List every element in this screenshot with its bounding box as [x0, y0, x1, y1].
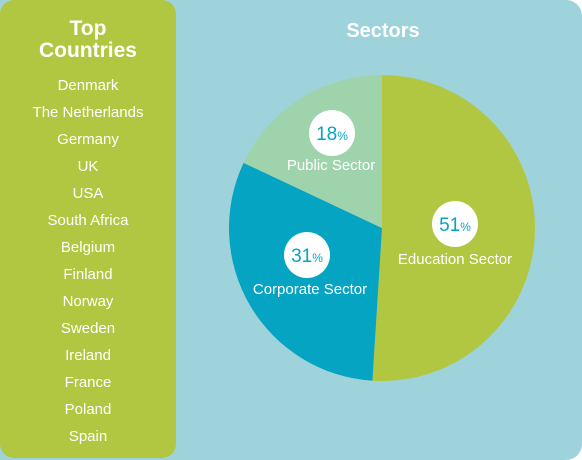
percent-value: 18% [316, 124, 348, 145]
slice-label-corporate: 31% Corporate Sector [253, 232, 367, 298]
country-item: Germany [57, 131, 119, 148]
chart-title: Sectors [346, 20, 420, 42]
country-item: France [64, 374, 112, 391]
country-item: USA [72, 185, 104, 202]
country-item: South Africa [47, 212, 129, 229]
country-item: UK [77, 158, 99, 175]
title-line-top: Top [69, 17, 107, 40]
percent-badge [309, 110, 355, 156]
country-list: Denmark The Netherlands Germany UK USA South … [0, 72, 176, 450]
pie-slice-public [243, 75, 382, 228]
percent-badge [432, 201, 478, 247]
percent-value: 51% [439, 215, 471, 236]
slice-label-education: 51% Education Sector [398, 201, 512, 268]
country-item: Spain [68, 428, 108, 445]
top-countries-panel: Top Countries Denmark The Netherlands Germ… [0, 0, 176, 458]
country-item: Poland [64, 401, 112, 418]
country-item: Sweden [60, 320, 116, 337]
percent-value: 31% [291, 246, 323, 267]
slice-name: Education Sector [398, 251, 512, 268]
country-item: The Netherlands [32, 104, 144, 121]
country-item: Belgium [60, 239, 116, 256]
percent-badge [284, 232, 330, 278]
country-item: Norway [62, 293, 114, 310]
title-line-countries: Countries [38, 39, 137, 62]
country-item: Ireland [65, 347, 111, 364]
slice-label-public: 18% Public Sector [287, 110, 375, 174]
slice-name: Corporate Sector [253, 281, 367, 298]
top-countries-title: Top Countries [0, 18, 176, 62]
country-item: Denmark [57, 77, 119, 94]
slice-name: Public Sector [287, 157, 375, 174]
country-item: Finland [63, 266, 113, 283]
